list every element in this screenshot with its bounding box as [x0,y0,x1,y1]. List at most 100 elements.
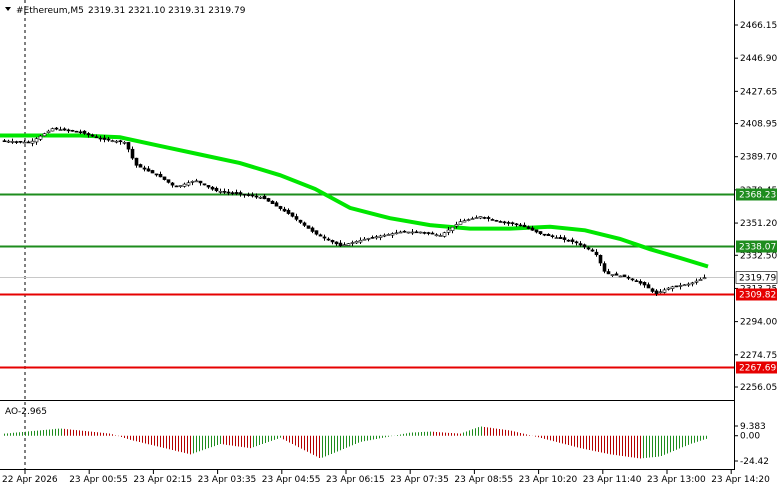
candle-body [482,217,487,219]
candle-body [334,241,339,245]
candle-body [110,140,115,142]
candle-body [66,129,71,132]
candle-body [590,249,595,252]
candle-body [218,191,223,193]
candle-body [614,273,619,276]
candle-body [322,236,327,239]
candle-body [582,244,587,248]
current-price-badge [735,271,778,284]
candle-body [82,130,87,134]
candle-body [310,227,315,232]
candle-body [278,206,283,209]
candle-body [618,275,623,278]
candle-body [238,192,243,195]
price-tick-label: 2256.05 [740,383,777,393]
time-tick-label: 23 Apr 13:00 [647,475,706,485]
candle-body [46,130,51,133]
candle-body [286,209,291,214]
candle-body [446,229,451,233]
triangle-down-icon[interactable] [5,7,11,11]
candle-body [30,140,35,144]
candle-body [78,131,83,134]
candle-body [50,128,55,132]
candle-body [498,221,503,223]
candle-body [350,242,355,244]
candle-body [386,234,391,236]
candle-body [86,133,91,136]
candle-body [250,194,255,197]
candle-body [574,241,579,244]
ao-tick-label: 9.383 [740,422,766,432]
candle-body [150,170,155,174]
moving-average-line [0,133,709,269]
candle-body [178,185,183,187]
candle-body [626,276,631,279]
candle-body [530,227,535,231]
candle-body [630,278,635,281]
price-tick-label: 2389.70 [740,153,777,163]
candle-body [170,182,175,186]
candle-body [118,140,123,143]
candle-body [318,234,323,237]
level-price-badge [736,188,777,201]
level-price-badge [736,288,777,301]
candle-body [162,176,167,180]
candle-body [390,233,395,236]
candle-body [466,219,471,221]
candle-body [134,157,139,166]
candle-body [666,287,671,290]
candle-body [518,224,523,227]
candle-body [690,282,695,285]
candle-body [6,140,11,143]
level-price-badge [736,240,777,253]
candle-body [682,284,687,287]
candle-body [206,185,211,188]
candle-body [394,232,399,235]
candle-body [490,219,495,221]
candle-body [26,141,31,144]
candle-body [210,186,215,190]
candle-body [302,222,307,226]
time-tick-label: 22 Apr 2026 [2,475,58,485]
candle-body [130,148,135,159]
candle-body [202,183,207,186]
candle-body [158,173,163,178]
candle-body [694,280,699,283]
candle-body [438,235,443,237]
candle-body [662,289,667,293]
ao-name-label: AO [5,407,18,417]
candle-body [182,183,187,187]
candle-body [198,180,203,184]
time-tick-label: 23 Apr 03:35 [198,475,257,485]
ao-value-label: -2.965 [18,407,47,417]
candle-body [90,134,95,137]
candle-body [426,232,431,234]
candle-body [266,198,271,202]
candle-body [418,231,423,234]
candle-body [450,226,455,231]
candle-body [506,222,511,224]
candle-body [422,232,427,234]
candle-body [14,141,19,143]
candle-body [314,230,319,235]
candle-body [526,226,531,229]
candle-body [522,224,527,228]
candle-body [298,219,303,223]
candle-body [654,290,659,294]
candle-body [154,173,159,176]
candle-body [282,208,287,212]
candle-body [214,187,219,192]
price-tick-label: 2466.15 [740,21,777,31]
level-price-label: 2309.82 [739,291,776,301]
candle-body [550,235,555,238]
price-tick-label: 2408.95 [740,120,777,130]
candle-body [18,140,23,143]
time-axis: 22 Apr 2026 23 Apr 00:55 23 Apr 02:15 23 Ap… [2,470,770,485]
candle-body [538,231,543,235]
candle-body [74,130,79,133]
candle-body [146,168,151,172]
candle-body [2,140,7,143]
candle-body [562,237,567,240]
candle-body [642,282,647,286]
